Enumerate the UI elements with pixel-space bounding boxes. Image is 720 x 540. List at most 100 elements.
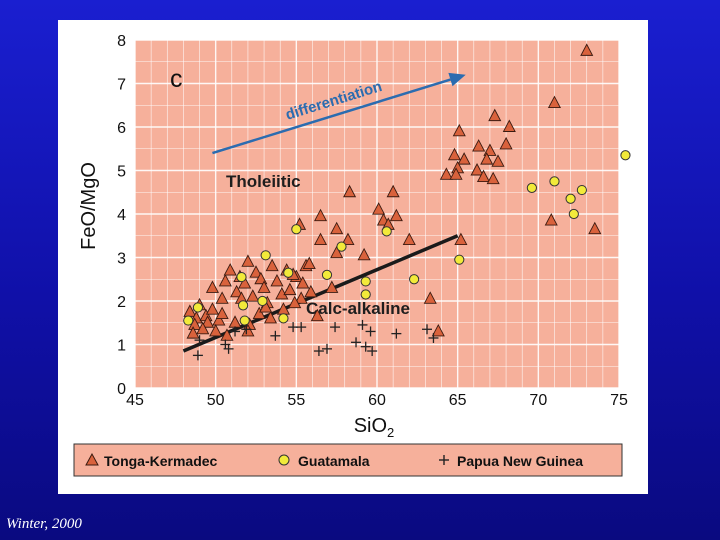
calc-alkaline-label: Calc-alkaline xyxy=(306,299,410,318)
x-axis-label: SiO2 xyxy=(354,415,395,440)
tonga-kermadec-point xyxy=(580,43,594,56)
tonga-kermadec-point xyxy=(386,184,400,198)
x-tick-label: 65 xyxy=(449,392,467,409)
tonga-kermadec-point xyxy=(431,323,445,337)
legend-circle-icon xyxy=(278,454,290,466)
guatemala-point xyxy=(576,184,587,196)
tonga-kermadec-point xyxy=(215,291,229,304)
tonga-kermadec-point xyxy=(470,163,484,176)
papua-new-guinea-point xyxy=(194,335,205,346)
tonga-kermadec-point xyxy=(259,300,273,313)
tonga-kermadec-point xyxy=(296,276,310,289)
papua-new-guinea-point xyxy=(428,332,439,343)
x-axis-label-subscript: 2 xyxy=(387,425,394,440)
tonga-kermadec-point xyxy=(491,154,505,167)
tonga-kermadec-point xyxy=(294,291,308,304)
tonga-kermadec-point xyxy=(241,254,255,267)
guatemala-point xyxy=(620,150,631,161)
arrow-head xyxy=(448,72,466,87)
papua-new-guinea-point xyxy=(391,328,402,339)
tonga-kermadec-point xyxy=(357,247,371,261)
papua-new-guinea-point xyxy=(351,337,362,348)
y-tick-label: 5 xyxy=(117,164,126,181)
guatemala-point xyxy=(381,226,392,237)
tonga-kermadec-point xyxy=(201,315,215,328)
tonga-kermadec-point xyxy=(246,289,260,302)
tonga-kermadec-point xyxy=(196,321,210,335)
tonga-kermadec-point xyxy=(330,221,344,235)
tonga-kermadec-point xyxy=(263,310,278,324)
guatemala-point xyxy=(237,300,249,311)
papua-new-guinea-point xyxy=(357,319,368,330)
figure-credit: Winter, 2000 xyxy=(6,516,82,532)
tonga-kermadec-point xyxy=(483,143,497,156)
guatemala-point xyxy=(360,276,371,287)
guatemala-point xyxy=(260,250,271,261)
guatemala-point xyxy=(526,182,537,193)
tonga-kermadec-point xyxy=(547,95,562,109)
tonga-kermadec-point xyxy=(402,232,416,246)
legend-label-papua: Papua New Guinea xyxy=(457,453,583,469)
x-tick-label: 75 xyxy=(610,392,628,409)
guatemala-point xyxy=(192,302,204,313)
papua-new-guinea-point xyxy=(192,350,203,361)
tholeiitic-label: Tholeiitic xyxy=(226,172,301,191)
tonga-kermadec-point xyxy=(457,152,471,165)
guatemala-point xyxy=(278,313,289,324)
papua-new-guinea-point xyxy=(365,326,376,337)
x-tick-label: 70 xyxy=(529,392,547,409)
guatemala-point xyxy=(549,176,560,187)
tonga-kermadec-point xyxy=(389,208,403,222)
tonga-kermadec-point xyxy=(270,273,284,287)
tonga-kermadec-point xyxy=(215,306,229,319)
tonga-kermadec-point xyxy=(254,271,268,285)
legend-plus-icon xyxy=(439,455,449,465)
tonga-kermadec-point xyxy=(209,323,223,337)
guatemala-point xyxy=(454,254,465,265)
guatemala-point xyxy=(321,269,333,280)
guatemala-point xyxy=(565,193,576,204)
arrow-line xyxy=(212,78,451,155)
tonga-kermadec-point xyxy=(249,265,263,278)
data-points xyxy=(183,43,631,361)
legend-triangle-icon xyxy=(85,452,99,466)
papua-new-guinea-point xyxy=(230,326,241,337)
tonga-kermadec-point xyxy=(452,123,466,137)
grid xyxy=(134,39,620,389)
y-tick-label: 3 xyxy=(117,251,126,268)
tonga-kermadec-point xyxy=(223,263,237,276)
tonga-kermadec-point xyxy=(544,213,558,226)
y-tick-label: 7 xyxy=(117,77,126,94)
papua-new-guinea-point xyxy=(296,322,307,333)
tonga-kermadec-point xyxy=(220,328,234,341)
x-tick-label: 45 xyxy=(126,392,144,409)
guatemala-point xyxy=(336,241,347,252)
tonga-kermadec-point xyxy=(218,273,232,287)
tonga-kermadec-point xyxy=(205,302,219,315)
papua-new-guinea-point xyxy=(321,343,332,354)
panel-label: c xyxy=(170,65,183,93)
y-tick-label: 2 xyxy=(117,294,126,311)
guatemala-point xyxy=(409,274,420,285)
tonga-kermadec-point xyxy=(313,208,328,222)
tonga-kermadec-point xyxy=(449,167,463,180)
papua-new-guinea-point xyxy=(241,324,252,335)
guatemala-point xyxy=(360,289,371,300)
tonga-kermadec-point xyxy=(341,232,355,246)
y-ticks: 0 1 2 3 4 5 6 7 8 xyxy=(117,33,126,398)
tonga-kermadec-point xyxy=(252,306,266,319)
guatemala-point xyxy=(236,271,247,283)
papua-new-guinea-point xyxy=(360,341,371,352)
tonga-kermadec-point xyxy=(325,280,339,293)
x-tick-label: 50 xyxy=(207,392,225,409)
tonga-kermadec-point xyxy=(230,284,244,298)
x-axis-label-main: SiO xyxy=(354,415,387,437)
tonga-kermadec-point xyxy=(283,282,297,296)
y-axis-label: FeO/MgO xyxy=(78,162,100,250)
tholeiitic-calc-alkaline-divider xyxy=(182,234,459,353)
guatemala-point xyxy=(239,315,250,326)
tonga-kermadec-point xyxy=(454,232,468,246)
tonga-kermadec-point xyxy=(476,169,491,182)
tonga-kermadec-point xyxy=(265,258,279,272)
